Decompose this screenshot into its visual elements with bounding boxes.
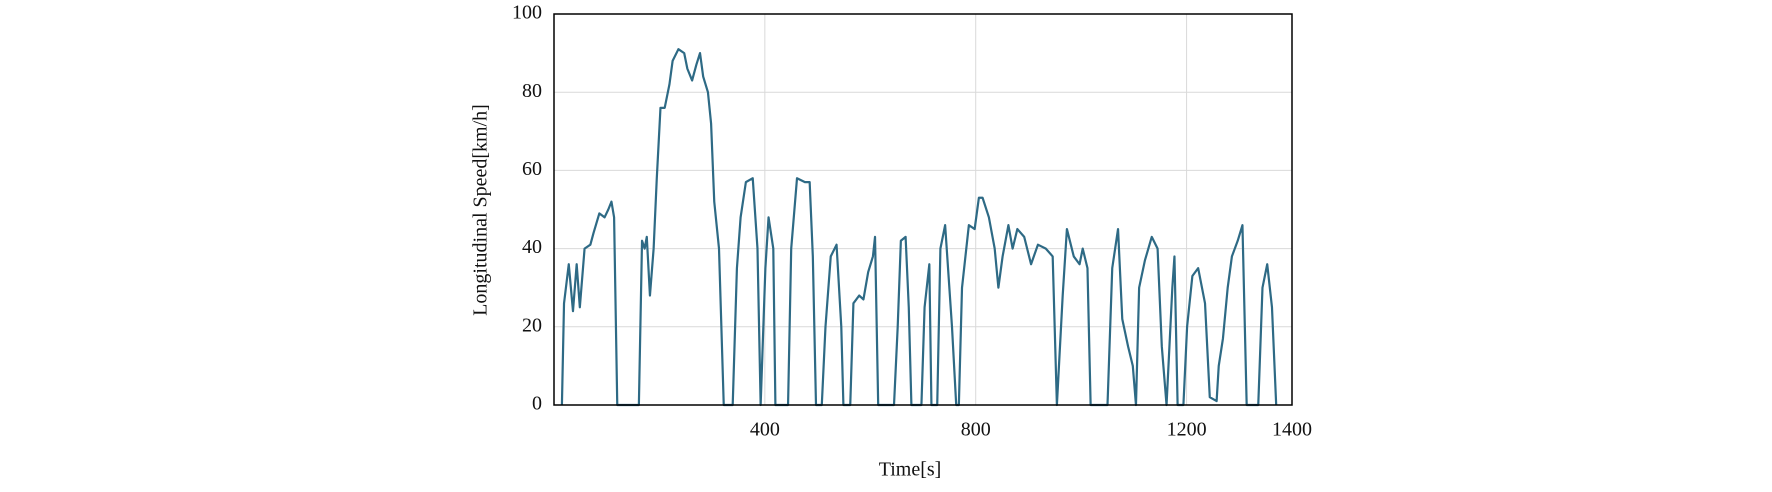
- x-tick-label: 400: [750, 419, 780, 441]
- y-tick-label: 100: [512, 2, 542, 24]
- x-tick-label: 800: [961, 419, 991, 441]
- speed-line: [560, 48, 1278, 407]
- y-tick-label: 20: [522, 314, 542, 336]
- x-tick-label: 1400: [1272, 419, 1312, 441]
- y-tick-label: 60: [522, 158, 542, 180]
- y-tick-label: 40: [522, 236, 542, 258]
- plot-frame: [553, 13, 1293, 406]
- x-tick-label: 1200: [1167, 419, 1207, 441]
- x-axis-label: Time[s]: [879, 459, 942, 481]
- y-tick-label: 80: [522, 80, 542, 102]
- y-axis-label: Longitudinal Speed[km/h]: [470, 104, 492, 316]
- y-tick-label: 0: [532, 393, 542, 415]
